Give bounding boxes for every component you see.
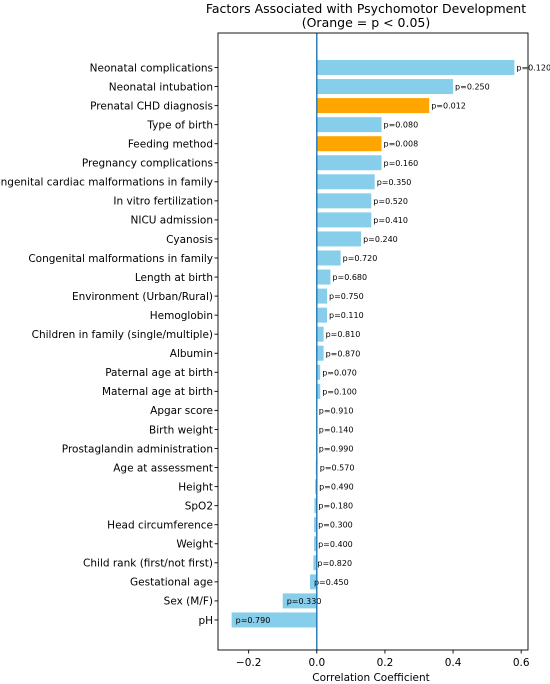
bar (316, 212, 372, 228)
bar (309, 574, 317, 590)
bar (316, 326, 324, 342)
category-label: Age at assessment (113, 462, 213, 474)
p-value-label: p=0.008 (384, 140, 419, 149)
category-label: SpO2 (185, 500, 213, 512)
bar (314, 536, 317, 552)
p-value-label: p=0.012 (431, 102, 466, 111)
category-label: pH (198, 615, 213, 627)
p-value-label: p=0.820 (317, 559, 352, 568)
bar (316, 136, 382, 152)
p-value-label: p=0.680 (332, 273, 367, 282)
category-label: Neonatal complications (90, 62, 213, 74)
bar (282, 593, 317, 609)
bar (316, 174, 375, 190)
category-label: Pregnancy complications (82, 158, 213, 170)
bar (314, 498, 317, 514)
category-label: Weight (176, 539, 213, 551)
bar (316, 60, 515, 75)
category-label: Gestational age (130, 577, 213, 589)
bar (313, 555, 317, 571)
p-value-label: p=0.300 (318, 521, 353, 530)
chart-subtitle: (Orange = p < 0.05) (302, 15, 431, 30)
category-label: Type of birth (146, 119, 213, 131)
bar (316, 383, 321, 399)
category-label: Maternal age at birth (102, 386, 213, 398)
p-value-label: p=0.410 (373, 216, 408, 225)
bar (316, 250, 341, 266)
category-label: Environment (Urban/Rural) (72, 291, 213, 303)
p-value-label: p=0.720 (343, 254, 378, 263)
p-value-label: p=0.750 (329, 292, 364, 301)
category-label: Sex (M/F) (164, 596, 213, 608)
chart-title: Factors Associated with Psychomotor Deve… (206, 1, 526, 16)
p-value-label: p=0.520 (373, 197, 408, 206)
category-label: Child rank (first/not first) (83, 558, 213, 570)
category-label: Congenital cardiac malformations in fami… (0, 177, 213, 189)
category-label: NICU admission (131, 215, 214, 227)
category-label: Prostaglandin administration (62, 443, 213, 455)
category-label: Albumin (170, 348, 213, 360)
x-tick-label: 0.4 (445, 657, 462, 669)
p-value-label: p=0.790 (236, 616, 271, 625)
p-value-label: p=0.160 (384, 159, 419, 168)
p-value-label: p=0.990 (319, 445, 354, 454)
p-value-label: p=0.250 (455, 83, 490, 92)
category-label: In vitro fertilization (113, 196, 213, 208)
x-tick-label: 0.2 (377, 657, 394, 669)
p-value-label: p=0.400 (318, 540, 353, 549)
category-label: Apgar score (150, 405, 213, 417)
category-label: Feeding method (128, 139, 213, 151)
p-value-label: p=0.870 (326, 349, 361, 358)
bar (316, 307, 328, 323)
p-value-label: p=0.570 (320, 464, 355, 473)
p-value-label: p=0.490 (319, 483, 354, 492)
x-tick-label: −0.2 (236, 657, 262, 669)
x-tick-label: 0.0 (308, 657, 325, 669)
p-value-label: p=0.240 (363, 235, 398, 244)
p-value-label: p=0.180 (318, 502, 353, 511)
p-value-label: p=0.350 (377, 178, 412, 187)
bar (316, 288, 328, 304)
p-value-label: p=0.450 (314, 578, 349, 587)
bar (316, 155, 382, 171)
bar (314, 517, 317, 533)
bar (316, 231, 362, 247)
bar (316, 345, 324, 361)
plot-area: Neonatal complications p=0.120 Neonatal in… (0, 32, 550, 669)
p-value-label: p=0.080 (384, 121, 419, 130)
category-label: Congenital malformations in family (28, 253, 213, 265)
x-tick-label: 0.6 (513, 657, 530, 669)
p-value-label: p=0.810 (326, 330, 361, 339)
p-value-label: p=0.100 (322, 387, 357, 396)
category-label: Length at birth (135, 272, 213, 284)
category-label: Children in family (single/multiple) (32, 329, 213, 341)
category-label: Birth weight (149, 424, 213, 436)
category-label: Hemoglobin (150, 310, 213, 322)
category-label: Cyanosis (166, 234, 213, 246)
bar (316, 117, 382, 133)
bar (316, 193, 372, 209)
bar (231, 612, 317, 628)
x-axis-label: Correlation Coefficient (312, 672, 430, 684)
p-value-label: p=0.330 (287, 597, 322, 606)
bar (315, 479, 317, 495)
p-value-label: p=0.910 (319, 406, 354, 415)
p-value-label: p=0.070 (322, 368, 357, 377)
p-value-label: p=0.120 (516, 64, 550, 73)
bar (316, 364, 321, 380)
bar (316, 98, 430, 114)
bar (316, 269, 331, 285)
category-label: Head circumference (107, 520, 213, 532)
category-label: Neonatal intubation (109, 81, 213, 93)
p-value-label: p=0.110 (329, 311, 364, 320)
category-label: Paternal age at birth (105, 367, 213, 379)
axes-frame (217, 32, 529, 651)
category-label: Prenatal CHD diagnosis (90, 100, 213, 112)
bar (316, 79, 454, 95)
category-label: Height (178, 481, 213, 493)
p-value-label: p=0.140 (319, 425, 354, 434)
